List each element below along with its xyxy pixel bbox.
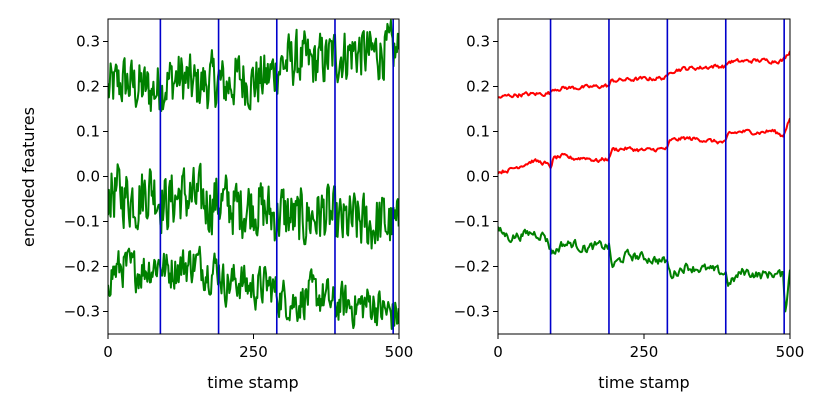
- series-line-1: [108, 162, 399, 250]
- y-tick-label: 0.3: [466, 33, 490, 51]
- y-tick-label: −0.2: [64, 258, 100, 276]
- x-axis-label: time stamp: [207, 373, 298, 392]
- y-tick-label: −0.3: [64, 303, 100, 321]
- x-tick-label: 250: [239, 343, 268, 361]
- y-tick-label: 0.2: [466, 78, 490, 96]
- plot-area: [108, 19, 399, 334]
- x-tick-label: 500: [385, 343, 414, 361]
- x-axis-label: time stamp: [598, 373, 689, 392]
- y-tick-label: 0.1: [466, 123, 490, 141]
- y-tick-label: −0.1: [64, 213, 100, 231]
- y-tick-label: −0.3: [454, 303, 490, 321]
- axes-frame: [497, 18, 791, 335]
- series-line-2: [108, 245, 399, 330]
- y-tick-label: −0.1: [454, 213, 490, 231]
- x-tick-label: 0: [493, 343, 503, 361]
- series-line-0: [498, 50, 790, 99]
- y-tick-label: 0.1: [76, 123, 100, 141]
- y-tick-label: 0.3: [76, 33, 100, 51]
- y-axis-label: encoded features: [19, 107, 38, 247]
- series-line-1: [498, 117, 790, 175]
- right-chart: time stamp −0.3 −0.2 −0.1 0.0 0.1 0.2 0.3 0 250 5…: [454, 18, 805, 392]
- y-tick-label: 0.2: [76, 78, 100, 96]
- x-tick-label: 500: [776, 343, 805, 361]
- left-chart: encoded features time stamp −0.3 −0.2 −0.1…: [19, 18, 414, 392]
- series-line-0: [108, 19, 399, 112]
- series-line-2: [498, 226, 790, 313]
- plot-area: [498, 19, 790, 334]
- y-tick-label: 0.0: [466, 168, 490, 186]
- x-tick-label: 0: [103, 343, 113, 361]
- y-tick-label: −0.2: [454, 258, 490, 276]
- x-tick-label: 250: [630, 343, 659, 361]
- y-tick-label: 0.0: [76, 168, 100, 186]
